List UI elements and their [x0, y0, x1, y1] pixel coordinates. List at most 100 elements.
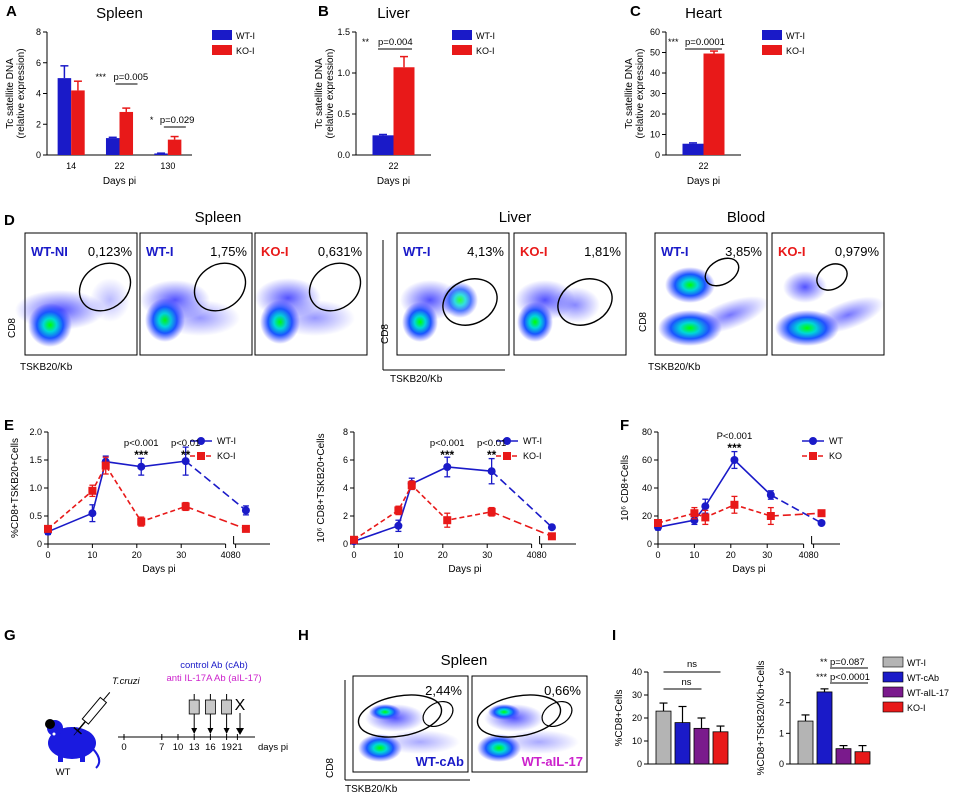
significance-stars: *** [134, 448, 148, 462]
legend-swatch [882, 671, 904, 683]
gate-label: KO-I [778, 244, 805, 259]
timeline-tick-label: 0 [121, 742, 126, 753]
legend-label: WT-aIL-17 [907, 688, 949, 698]
injection-markers [188, 694, 233, 734]
x-tick-label: 22 [114, 161, 124, 171]
legend-marker [809, 437, 817, 445]
legend-label: KO [829, 451, 842, 461]
y-tick-label: 1 [779, 728, 784, 738]
bar-wt-i [655, 710, 672, 765]
series-line-gap [491, 470, 553, 528]
legend-label: WT-cAb [907, 673, 939, 683]
y-tick-label: 3 [779, 667, 784, 677]
data-point [690, 509, 699, 518]
y-tick-label: 40 [632, 667, 642, 677]
anti-ab-label: anti IL-17A Ab (aIL-17) [166, 673, 261, 684]
y-tick-label: 0 [779, 759, 784, 769]
data-point [547, 532, 556, 541]
y-axis-label: %CD8+Cells [614, 690, 625, 747]
panel-letter-c: C [630, 3, 641, 20]
gate-value: 0,123% [88, 244, 133, 259]
flow-title-spleen: Spleen [195, 209, 242, 226]
timeline-tick-label: 13 [189, 742, 200, 753]
chart-e-percent: 0 0.5 1.0 1.5 2.0 0 10 20 30 40 80 Days pi %CD8+TSKB… [10, 427, 270, 575]
significance-stars: *** [727, 441, 741, 455]
data-point [350, 535, 358, 544]
significance-stars: *** [440, 448, 454, 462]
gate-label: WT-I [146, 244, 173, 259]
y-tick-label: 1.0 [29, 483, 42, 493]
y-axis-label: 10⁶ CD8+TSKB20+Cells [316, 433, 327, 542]
x-tick-label: 80 [231, 550, 241, 560]
y-tick-label: 10 [632, 736, 642, 746]
series-line-gap [185, 505, 247, 530]
significance-stars: ** [820, 657, 828, 668]
flow-h-ylabel: CD8 [325, 758, 336, 778]
data-point [701, 502, 710, 511]
y-axis-label: %CD8+TSKB20/Kb+Cells [756, 660, 767, 775]
injection-vial [221, 699, 233, 715]
data-point [730, 456, 739, 464]
legend-swatch [212, 45, 232, 55]
legend-swatch [882, 656, 904, 668]
legend-swatch [882, 701, 904, 713]
flow-d-blood-ylabel: CD8 [638, 312, 649, 332]
timeline-tick-label: 10 [173, 742, 184, 753]
legend-label: WT-I [236, 31, 255, 41]
data-point [394, 506, 403, 515]
significance-stars: *** [668, 37, 679, 47]
flow-plot-wt-ail17: 0,66% WT-aIL-17 [471, 675, 588, 773]
data-point [241, 524, 250, 533]
x-tick-label: 22 [388, 161, 398, 171]
x-axis-label: Days pi [142, 564, 175, 575]
legend-marker [197, 437, 205, 445]
x-tick-label: 14 [66, 161, 76, 171]
flow-plot-wt-cab: 2,44% WT-cAb [352, 675, 469, 773]
x-axis-label: Days pi [377, 176, 410, 187]
legend-swatch [762, 45, 782, 55]
y-tick-label: 0 [647, 539, 652, 549]
x-tick-label: 20 [438, 550, 448, 560]
panel-letter-h: H [298, 627, 309, 644]
series-line-gap [770, 512, 822, 517]
legend-swatch [762, 30, 782, 40]
series-line-wt-i [353, 466, 492, 542]
x-tick-label: 40 [799, 550, 809, 560]
data-point [443, 463, 452, 471]
bar-wt-i [797, 720, 814, 765]
x-axis-label: Days pi [448, 564, 481, 575]
panel-letter-e: E [4, 417, 14, 434]
y-tick-label: 4 [36, 89, 41, 99]
scheme-g: WT T.cruzi control Ab (cAb) anti IL-17A … [45, 660, 288, 778]
x-axis-label: Days pi [103, 176, 136, 187]
p-value: p=0.087 [830, 657, 865, 668]
legend-marker [503, 437, 511, 445]
data-point [701, 513, 710, 522]
sacrifice-cross: X [235, 697, 246, 714]
y-tick-label: 0 [343, 539, 348, 549]
legend-label: KO-I [236, 46, 255, 56]
legend-label: WT-I [476, 31, 495, 41]
gate-value: 4,13% [467, 244, 504, 259]
bar-wt-ail-17 [693, 727, 710, 765]
flow-panel-h: Spleen CD8 TSKB20/Kb 2,44% WT-cAb 0,66% … [325, 652, 588, 794]
x-tick-label: 30 [482, 550, 492, 560]
y-tick-label: 4 [343, 483, 348, 493]
gate-value: 0,979% [835, 244, 880, 259]
legend-label: KO-I [217, 451, 236, 461]
series-line-ko-i [353, 483, 492, 541]
y-tick-label: 1.5 [29, 455, 42, 465]
y-tick-label: 10 [650, 130, 660, 140]
flow-h-title: Spleen [441, 652, 488, 669]
x-tick-label: 40 [527, 550, 537, 560]
x-tick-label: 10 [87, 550, 97, 560]
y-tick-label: 6 [343, 455, 348, 465]
y-axis-label: Tc satellite DNA [624, 58, 635, 129]
p-value: p<0.01 [477, 438, 506, 449]
y-tick-label: 0 [655, 150, 660, 160]
syringe-icon [73, 692, 111, 736]
legend-swatch [452, 45, 472, 55]
chart-title: Liver [377, 5, 410, 22]
series-line-ko [657, 503, 772, 524]
timeline-ticks: 0 7 10 13 16 19 21 [121, 734, 243, 753]
